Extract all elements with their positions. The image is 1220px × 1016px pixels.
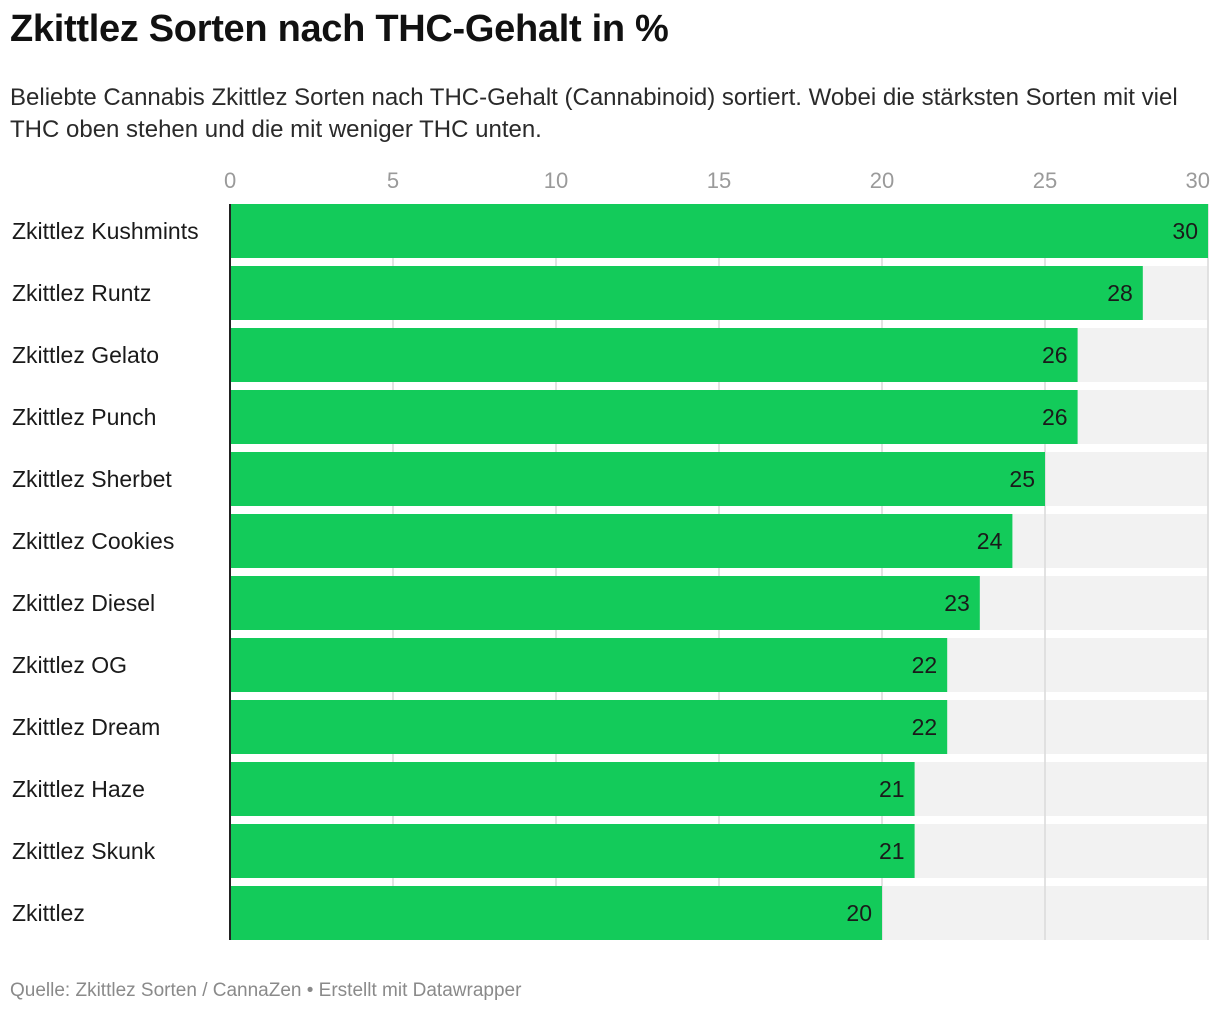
bar-chart: 0 5 10 15 20 25 30 Zkittlez Kushmints 30 Zkittlez… <box>12 168 1210 940</box>
category-label: Zkittlez Gelato <box>12 342 159 368</box>
data-label: 20 <box>846 900 872 926</box>
x-tick-label: 5 <box>387 168 399 193</box>
bar <box>230 762 915 816</box>
x-tick-label: 30 <box>1186 168 1210 193</box>
x-tick-label: 20 <box>870 168 894 193</box>
chart-area: 0 5 10 15 20 25 30 Zkittlez Kushmints 30 Zkittlez… <box>0 160 1220 960</box>
category-label: Zkittlez Sherbet <box>12 466 172 492</box>
data-label: 30 <box>1172 218 1198 244</box>
category-label: Zkittlez Diesel <box>12 590 155 616</box>
data-label: 28 <box>1107 280 1133 306</box>
chart-title: Zkittlez Sorten nach THC-Gehalt in % <box>10 8 669 50</box>
data-label: 24 <box>977 528 1003 554</box>
category-label: Zkittlez Haze <box>12 776 145 802</box>
bar <box>230 514 1013 568</box>
x-tick-label: 0 <box>224 168 236 193</box>
chart-subtitle: Beliebte Cannabis Zkittlez Sorten nach T… <box>10 84 1178 143</box>
bar <box>230 452 1045 506</box>
data-label: 23 <box>944 590 970 616</box>
bar <box>230 204 1208 258</box>
category-label: Zkittlez Punch <box>12 404 156 430</box>
category-label: Zkittlez Dream <box>12 714 160 740</box>
data-label: 21 <box>879 776 905 802</box>
bar <box>230 328 1078 382</box>
bar <box>230 390 1078 444</box>
x-tick-label: 15 <box>707 168 731 193</box>
category-label: Zkittlez OG <box>12 652 127 678</box>
bar <box>230 886 882 940</box>
data-label: 21 <box>879 838 905 864</box>
data-label: 25 <box>1009 466 1035 492</box>
data-label: 26 <box>1042 342 1068 368</box>
category-label: Zkittlez Cookies <box>12 528 174 554</box>
category-label: Zkittlez Runtz <box>12 280 151 306</box>
x-tick-label: 10 <box>544 168 568 193</box>
category-label: Zkittlez Skunk <box>12 838 156 864</box>
bar <box>230 700 948 754</box>
bar <box>230 266 1143 320</box>
category-label: Zkittlez <box>12 900 85 926</box>
data-label: 22 <box>912 714 938 740</box>
data-label: 26 <box>1042 404 1068 430</box>
data-label: 22 <box>912 652 938 678</box>
bar <box>230 824 915 878</box>
bar <box>230 576 980 630</box>
source-note: Quelle: Zkittlez Sorten / CannaZen • Ers… <box>10 980 522 1001</box>
x-tick-label: 25 <box>1033 168 1057 193</box>
category-label: Zkittlez Kushmints <box>12 218 199 244</box>
bar <box>230 638 948 692</box>
